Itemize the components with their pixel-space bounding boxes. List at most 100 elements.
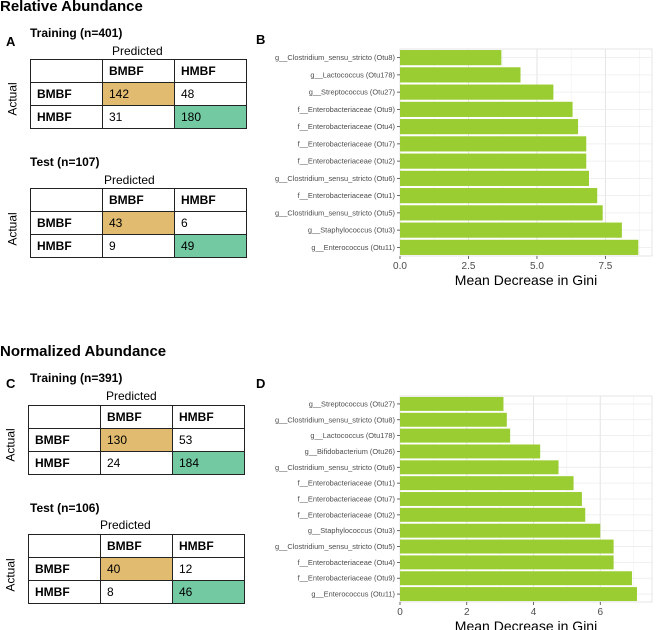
y-tick-label: g__Staphylococcus (Otu3) bbox=[308, 526, 395, 535]
bar bbox=[400, 153, 587, 169]
bar bbox=[400, 587, 637, 602]
y-tick-label: g__Clostridium_sensu_stricto (Otu8) bbox=[275, 53, 395, 62]
y-tick-label: g__Clostridium_sensu_stricto (Otu6) bbox=[275, 463, 395, 472]
plot-panel bbox=[399, 48, 653, 257]
cm-title: Test (n=107) bbox=[30, 155, 100, 169]
confusion-matrix-c-test: BMBF HMBF BMBF 40 12 HMBF 8 46 bbox=[28, 534, 245, 604]
predicted-label: Predicted bbox=[104, 173, 155, 187]
cm-title: Training (n=401) bbox=[30, 26, 123, 40]
confusion-matrix-c-training: BMBF HMBF BMBF 130 53 HMBF 24 184 bbox=[28, 405, 245, 475]
cm-cell: 46 bbox=[172, 580, 245, 604]
panel-letter-c: C bbox=[6, 376, 16, 391]
bar bbox=[400, 476, 574, 491]
x-tick-label: 2.5 bbox=[462, 261, 476, 272]
cm-cell: 40 bbox=[100, 557, 173, 581]
cm-cell: 9 bbox=[102, 234, 175, 258]
cm-corner bbox=[30, 188, 103, 212]
cm-cell: 142 bbox=[102, 82, 175, 106]
cm-cell: 8 bbox=[100, 580, 173, 604]
x-tick-label: 5.0 bbox=[530, 261, 544, 272]
panel-letter-a: A bbox=[6, 34, 16, 49]
y-tick-label: g__Clostridium_sensu_stricto (Otu8) bbox=[275, 415, 395, 424]
chart-b: 0.0 2.5 5.0 7.5 g__Clostridium_sensu_stricto… bbox=[275, 48, 653, 288]
y-tick-label: g__Streptococcus (Otu27) bbox=[309, 88, 395, 97]
chart-d: 0 2 4 6 g__Streptococcus (Otu27) g__Clostridi… bbox=[275, 395, 653, 630]
cm-row-header: HMBF bbox=[28, 580, 101, 604]
y-tick-label: g__Enterococcus (Otu11) bbox=[311, 243, 395, 252]
section-title-relative: Relative Abundance bbox=[0, 0, 143, 15]
bar bbox=[400, 170, 589, 186]
bar bbox=[400, 523, 601, 538]
bar bbox=[400, 50, 502, 66]
bar bbox=[400, 119, 579, 135]
y-tick-label: f__Enterobacteriaceae (Otu4) bbox=[298, 122, 395, 131]
y-tick-label: g__Bifidobacterium (Otu26) bbox=[305, 447, 395, 456]
y-tick-label: f__Enterobacteriaceae (Otu4) bbox=[298, 558, 395, 567]
y-tick-label: g__Lactococcus (Otu178) bbox=[310, 431, 395, 440]
bar bbox=[400, 571, 632, 586]
y-tick-label: g__Streptococcus (Otu27) bbox=[309, 399, 395, 408]
bar bbox=[400, 136, 587, 152]
predicted-label: Predicted bbox=[112, 44, 163, 58]
cm-col-header: HMBF bbox=[174, 59, 247, 83]
y-tick-label: f__Enterobacteriaceae (Otu9) bbox=[298, 105, 395, 114]
y-tick-label: g__Clostridium_sensu_stricto (Otu5) bbox=[275, 208, 395, 217]
bar bbox=[400, 507, 586, 522]
panel-letter-d: D bbox=[256, 376, 266, 391]
x-tick-label: 6 bbox=[597, 607, 603, 618]
bar bbox=[400, 84, 554, 100]
predicted-label: Predicted bbox=[106, 389, 157, 403]
cm-title: Test (n=106) bbox=[30, 501, 100, 515]
cm-cell: 24 bbox=[100, 451, 173, 475]
y-tick-label: f__Enterobacteriaceae (Otu2) bbox=[298, 157, 395, 166]
bar bbox=[400, 539, 614, 554]
cm-row-header: HMBF bbox=[30, 105, 103, 129]
cm-col-header: HMBF bbox=[174, 188, 247, 212]
x-tick-label: 7.5 bbox=[598, 261, 612, 272]
y-tick-label: f__Enterobacteriaceae (Otu1) bbox=[298, 479, 395, 488]
x-tick-label: 2 bbox=[464, 607, 470, 618]
x-tick-label: 0 bbox=[397, 607, 403, 618]
bar bbox=[400, 222, 622, 238]
bar bbox=[400, 396, 504, 411]
bar bbox=[400, 492, 582, 506]
confusion-matrix-a-training: BMBF HMBF BMBF 142 48 HMBF 31 180 bbox=[30, 59, 247, 129]
cm-cell: 184 bbox=[172, 451, 245, 475]
y-tick-label: f__Enterobacteriaceae (Otu7) bbox=[298, 139, 395, 148]
y-tick-label: g__Staphylococcus (Otu3) bbox=[308, 226, 395, 235]
y-tick-label: f__Enterobacteriaceae (Otu9) bbox=[298, 574, 395, 583]
cm-title: Training (n=391) bbox=[30, 371, 123, 385]
bar bbox=[400, 67, 521, 83]
cm-row-header: HMBF bbox=[30, 234, 103, 258]
bar bbox=[400, 205, 603, 221]
cm-col-header: BMBF bbox=[102, 59, 175, 83]
cm-col-header: BMBF bbox=[100, 405, 173, 429]
x-axis-title: Mean Decrease in Gini bbox=[455, 272, 597, 288]
bar bbox=[400, 444, 541, 459]
cm-cell: 180 bbox=[174, 105, 247, 129]
x-axis-title: Mean Decrease in Gini bbox=[455, 618, 597, 630]
bar bbox=[400, 460, 559, 475]
confusion-matrix-a-test: BMBF HMBF BMBF 43 6 HMBF 9 49 bbox=[30, 188, 247, 258]
panel-letter-b: B bbox=[256, 32, 266, 47]
cm-row-header: BMBF bbox=[30, 82, 103, 106]
y-tick-label: g__Clostridium_sensu_stricto (Otu5) bbox=[275, 542, 395, 551]
y-tick-label: f__Enterobacteriaceae (Otu7) bbox=[298, 495, 395, 504]
predicted-label: Predicted bbox=[100, 518, 151, 532]
bar bbox=[400, 188, 598, 204]
y-tick-label: g__Clostridium_sensu_stricto (Otu6) bbox=[275, 174, 395, 183]
bar bbox=[400, 412, 507, 427]
y-tick-label: g__Enterococcus (Otu11) bbox=[311, 590, 395, 599]
bar bbox=[400, 428, 511, 443]
bar bbox=[400, 101, 573, 117]
section-title-normalized: Normalized Abundance bbox=[0, 343, 167, 360]
cm-cell: 49 bbox=[174, 234, 247, 258]
cm-col-header: HMBF bbox=[172, 534, 245, 558]
y-tick-label: f__Enterobacteriaceae (Otu1) bbox=[298, 191, 395, 200]
x-tick-label: 4 bbox=[531, 607, 537, 618]
bar bbox=[400, 555, 614, 570]
bar bbox=[400, 239, 639, 255]
cm-row-header: HMBF bbox=[28, 451, 101, 475]
y-tick-label: g__Lactococcus (Otu178) bbox=[310, 70, 395, 79]
